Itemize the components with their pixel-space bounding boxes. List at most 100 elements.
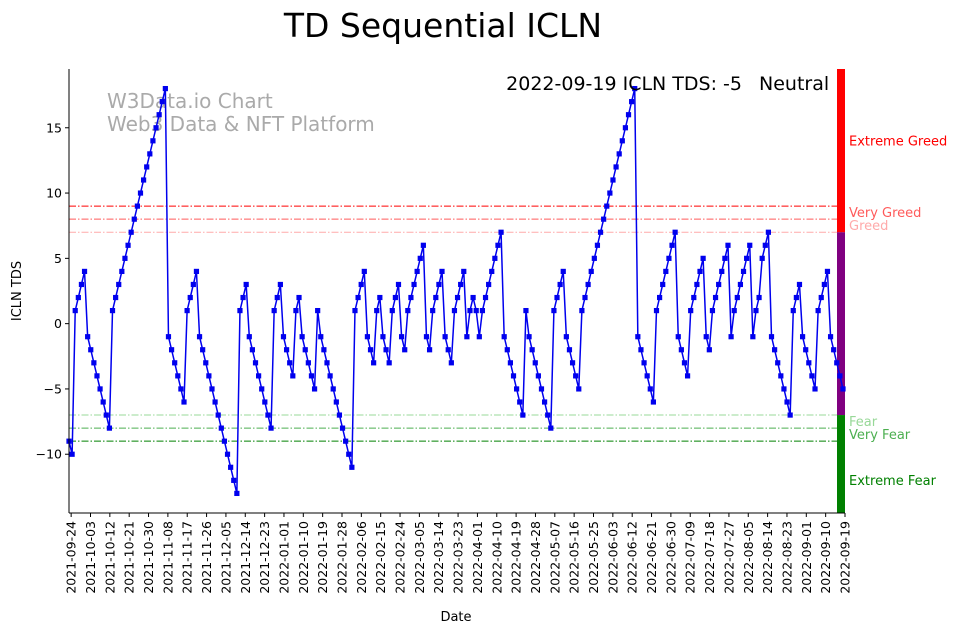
data-point [106, 425, 113, 431]
y-tick-label: 5 [54, 251, 62, 266]
data-point [781, 386, 787, 392]
data-point [831, 347, 837, 353]
data-point [243, 281, 249, 288]
data-point [411, 281, 417, 288]
data-point [336, 412, 343, 418]
data-point [371, 360, 377, 366]
data-point [240, 294, 246, 301]
x-axis-label: Date [440, 610, 471, 625]
axes: −10 −5 0 5 10 15 2021-09-24 2021-10-03 2021-10-1… [36, 69, 853, 594]
data-point [442, 334, 448, 340]
data-point [97, 386, 103, 392]
data-point [72, 307, 78, 314]
x-tick-label: 2022-08-05 [741, 521, 756, 594]
data-point [162, 85, 168, 92]
data-point [196, 334, 203, 340]
data-point [358, 281, 364, 288]
data-point [212, 399, 218, 405]
data-point [473, 307, 479, 314]
data-point [386, 360, 392, 366]
data-point [806, 360, 812, 366]
data-point [529, 347, 535, 353]
x-tick-label: 2022-01-28 [335, 521, 350, 594]
zone-label-4: Very Fear [849, 428, 911, 443]
x-tick-label: 2021-12-05 [218, 521, 233, 594]
data-point [321, 347, 327, 353]
data-point [557, 281, 563, 288]
data-point [430, 307, 436, 314]
x-tick-label: 2022-06-12 [625, 521, 640, 594]
x-tick-label: 2021-10-03 [83, 521, 98, 594]
data-point [156, 112, 162, 118]
data-point [625, 112, 632, 118]
data-point [563, 334, 569, 340]
data-point [716, 281, 722, 288]
data-point [131, 216, 137, 222]
data-point [821, 281, 827, 288]
data-point [128, 229, 134, 235]
x-tick-label: 2021-11-08 [160, 521, 175, 594]
data-point [684, 373, 691, 379]
data-point [569, 360, 576, 366]
zone-label-0: Extreme Greed [849, 134, 947, 149]
data-point [688, 307, 694, 314]
data-point [277, 281, 283, 288]
data-point [616, 151, 622, 157]
data-point [302, 347, 308, 353]
zone-label-2: Greed [849, 219, 888, 234]
data-point [610, 177, 616, 183]
series-line [68, 88, 844, 494]
data-point [601, 216, 607, 222]
data-point [234, 490, 240, 497]
data-point [125, 242, 131, 248]
data-point [778, 373, 784, 379]
data-point [560, 268, 566, 275]
data-point [750, 334, 756, 340]
zone-label-1: Very Greed [849, 206, 921, 221]
data-point [147, 151, 153, 157]
data-point [318, 334, 324, 340]
data-point [190, 281, 196, 288]
data-point [417, 255, 423, 261]
data-point [809, 373, 815, 379]
data-point [653, 307, 660, 314]
data-point [374, 307, 380, 314]
data-point [113, 294, 119, 301]
data-point [296, 294, 302, 301]
data-point [293, 307, 299, 314]
data-point [308, 373, 315, 379]
data-point [265, 412, 271, 418]
x-tick-label: 2022-09-10 [818, 521, 833, 594]
latest-value-annotation: 2022-09-19 ICLN TDS: -5 [506, 73, 742, 95]
data-point [803, 347, 809, 353]
x-tick-label: 2021-10-21 [122, 521, 137, 594]
zone-label-5: Extreme Fear [849, 474, 937, 489]
data-point [203, 360, 209, 366]
data-point [579, 307, 585, 314]
data-point [799, 334, 806, 340]
data-point [588, 268, 594, 275]
data-point [184, 307, 190, 314]
data-point [299, 334, 305, 340]
data-point [433, 294, 439, 301]
data-point [150, 138, 156, 144]
data-point [228, 464, 234, 470]
y-axis-label: ICLN TDS [10, 261, 25, 321]
data-point [694, 281, 700, 288]
data-point [165, 334, 172, 340]
data-point [209, 386, 215, 392]
data-point [256, 373, 262, 379]
x-tick-label: 2021-09-24 [64, 521, 79, 594]
data-point [479, 307, 486, 314]
y-tick-label: −5 [44, 381, 62, 396]
sentiment-zone-bar [837, 69, 845, 513]
data-point [582, 294, 588, 301]
data-point [377, 294, 383, 301]
data-point [604, 203, 610, 209]
zone-bar-segment-1 [837, 232, 845, 416]
data-point [740, 268, 747, 275]
data-point [268, 425, 274, 431]
zone-bar-segment-2 [837, 415, 845, 513]
data-point [178, 386, 184, 392]
